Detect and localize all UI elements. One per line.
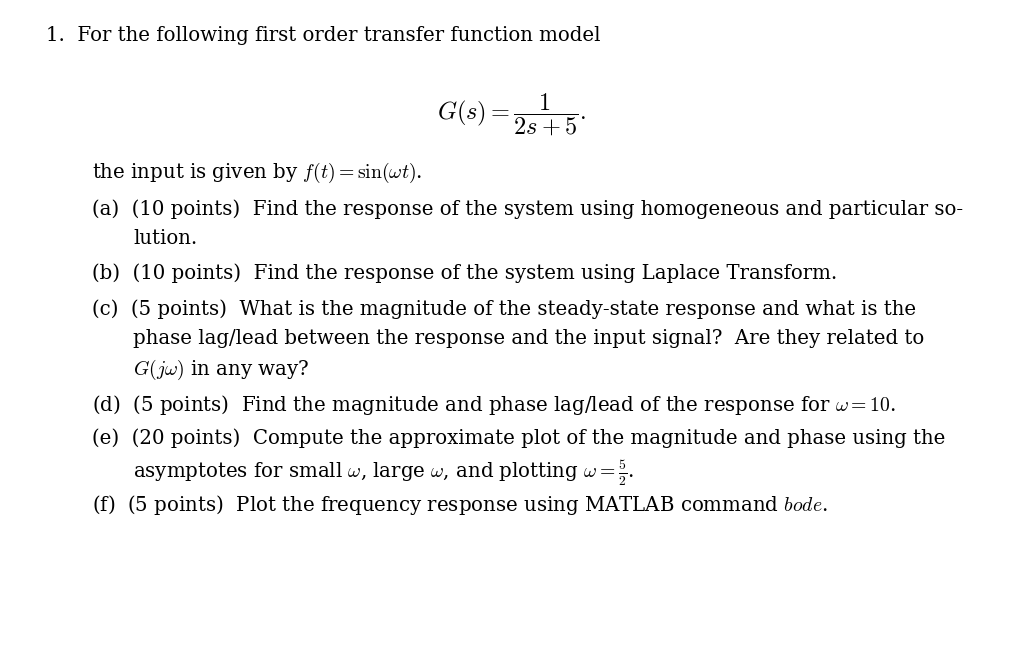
Text: (d)  (5 points)  Find the magnitude and phase lag/lead of the response for $\ome: (d) (5 points) Find the magnitude and ph…: [92, 393, 896, 417]
Text: $G(j\omega)$ in any way?: $G(j\omega)$ in any way?: [133, 358, 309, 383]
Text: the input is given by $f(t) = \sin(\omega t)$.: the input is given by $f(t) = \sin(\omeg…: [92, 160, 423, 185]
Text: (c)  (5 points)  What is the magnitude of the steady-state response and what is : (c) (5 points) What is the magnitude of …: [92, 299, 916, 319]
Text: (e)  (20 points)  Compute the approximate plot of the magnitude and phase using : (e) (20 points) Compute the approximate …: [92, 428, 945, 448]
Text: phase lag/lead between the response and the input signal?  Are they related to: phase lag/lead between the response and …: [133, 329, 925, 348]
Text: $G(s) = \dfrac{1}{2s+5}.$: $G(s) = \dfrac{1}{2s+5}.$: [437, 92, 587, 138]
Text: (b)  (10 points)  Find the response of the system using Laplace Transform.: (b) (10 points) Find the response of the…: [92, 263, 838, 283]
Text: asymptotes for small $\omega$, large $\omega$, and plotting $\omega = \frac{5}{2: asymptotes for small $\omega$, large $\o…: [133, 458, 634, 488]
Text: 1.  For the following first order transfer function model: 1. For the following first order transfe…: [46, 26, 601, 45]
Text: (f)  (5 points)  Plot the frequency response using MATLAB command $\mathit{bode}: (f) (5 points) Plot the frequency respon…: [92, 493, 828, 517]
Text: (a)  (10 points)  Find the response of the system using homogeneous and particul: (a) (10 points) Find the response of the…: [92, 200, 964, 219]
Text: lution.: lution.: [133, 229, 198, 248]
